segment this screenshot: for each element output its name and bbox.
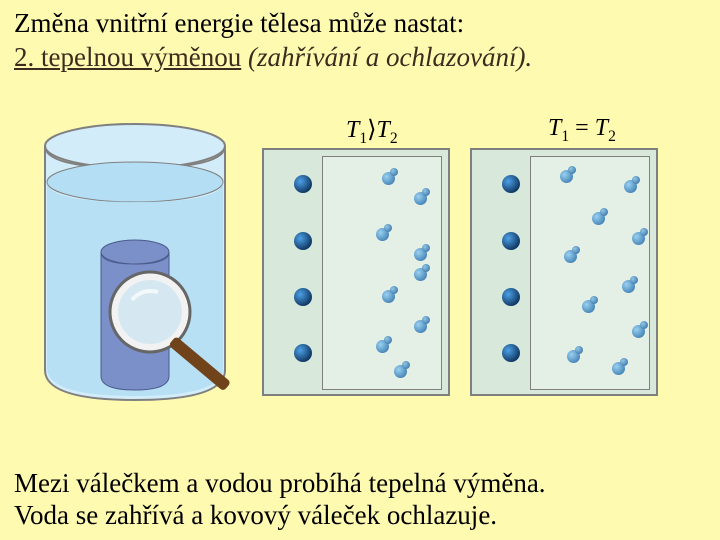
panel-before bbox=[262, 148, 450, 396]
cold-particle bbox=[564, 250, 577, 263]
cold-particle bbox=[414, 192, 427, 205]
cold-particle bbox=[394, 365, 407, 378]
cold-particle bbox=[560, 170, 573, 183]
slide: Změna vnitřní energie tělesa může nastat… bbox=[0, 0, 720, 540]
hot-particle bbox=[502, 288, 520, 306]
cold-particle bbox=[624, 180, 637, 193]
cold-particle bbox=[382, 290, 395, 303]
cold-particle bbox=[414, 320, 427, 333]
cold-particle bbox=[414, 268, 427, 281]
cold-particle bbox=[632, 325, 645, 338]
hot-particle bbox=[294, 232, 312, 250]
cold-particle bbox=[632, 232, 645, 245]
subtitle: 2. tepelnou výměnou (zahřívání a ochlazo… bbox=[14, 42, 532, 73]
hot-particle bbox=[502, 344, 520, 362]
diagram-area bbox=[20, 120, 700, 440]
bottom-text-1: Mezi válečkem a vodou probíhá tepelná vý… bbox=[14, 468, 546, 499]
cold-particle bbox=[582, 300, 595, 313]
cold-particle bbox=[376, 340, 389, 353]
cold-particle bbox=[622, 280, 635, 293]
hot-particle bbox=[502, 175, 520, 193]
title: Změna vnitřní energie tělesa může nastat… bbox=[14, 8, 464, 39]
subtitle-italic: (zahřívání a ochlazování). bbox=[248, 42, 532, 72]
hot-particle bbox=[294, 344, 312, 362]
panel-after bbox=[470, 148, 658, 396]
magnifier-icon bbox=[108, 270, 258, 420]
hot-particle bbox=[294, 288, 312, 306]
subtitle-underlined: 2. tepelnou výměnou bbox=[14, 42, 241, 72]
cold-particle bbox=[592, 212, 605, 225]
cold-particle bbox=[382, 172, 395, 185]
hot-particle bbox=[294, 175, 312, 193]
cold-particle bbox=[612, 362, 625, 375]
bottom-text-2: Voda se zahřívá a kovový váleček ochlazu… bbox=[14, 500, 497, 531]
cold-particle bbox=[567, 350, 580, 363]
hot-particle bbox=[502, 232, 520, 250]
cold-particle bbox=[414, 248, 427, 261]
cold-particle bbox=[376, 228, 389, 241]
